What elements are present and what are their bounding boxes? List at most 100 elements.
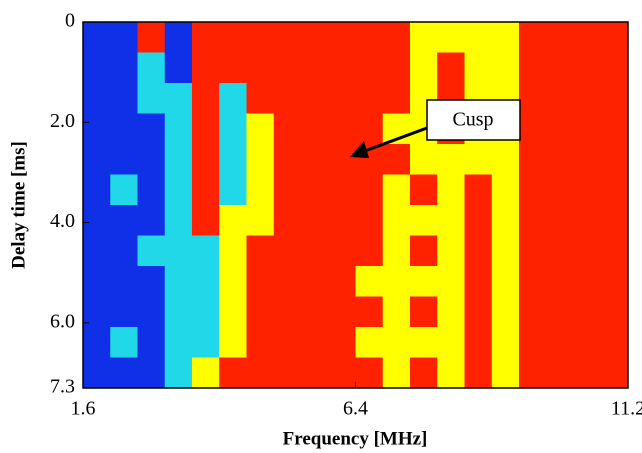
heatmap-cell xyxy=(273,22,302,53)
heatmap-cell xyxy=(246,266,275,297)
heatmap-cell xyxy=(382,327,411,358)
heatmap-cell xyxy=(491,357,520,389)
heatmap-cell xyxy=(192,113,220,145)
heatmap-cell xyxy=(410,205,438,236)
heatmap-cell xyxy=(246,174,275,206)
heatmap-cell xyxy=(464,327,493,358)
heatmap-cell xyxy=(437,174,465,206)
heatmap-cell xyxy=(273,357,302,389)
annotation-arrowhead xyxy=(350,141,369,158)
heatmap-cell xyxy=(410,266,438,297)
heatmap-cell xyxy=(600,174,629,206)
heatmap-cell xyxy=(246,327,275,358)
heatmap-cell xyxy=(382,296,411,328)
heatmap-cell xyxy=(573,235,602,267)
heatmap-cell xyxy=(83,144,111,175)
heatmap-cell xyxy=(546,52,574,84)
heatmap-cell xyxy=(301,22,329,53)
heatmap-cell xyxy=(519,235,547,267)
heatmap-cell xyxy=(328,235,356,267)
heatmap-cell xyxy=(600,266,629,297)
heatmap-cell xyxy=(192,144,220,175)
heatmap-cell xyxy=(437,144,465,175)
heatmap-cell xyxy=(519,22,547,53)
heatmap-cell xyxy=(382,52,411,84)
heatmap-cell xyxy=(464,266,493,297)
heatmap-cell xyxy=(110,327,138,358)
x-tick-label: 6.4 xyxy=(343,398,368,420)
heatmap-cell xyxy=(573,327,602,358)
heatmap-cell xyxy=(301,327,329,358)
heatmap-cell xyxy=(110,235,138,267)
heatmap-cell xyxy=(301,83,329,114)
heatmap-cell xyxy=(192,266,220,297)
heatmap-cell xyxy=(192,174,220,206)
heatmap-cell xyxy=(301,52,329,84)
heatmap-cell xyxy=(110,144,138,175)
heatmap-cell xyxy=(546,83,574,114)
heatmap-cell xyxy=(83,266,111,297)
heatmap-cell xyxy=(192,22,220,53)
heatmap-cell xyxy=(464,296,493,328)
heatmap-cell xyxy=(519,52,547,84)
heatmap-cell xyxy=(164,52,193,84)
heatmap-cell xyxy=(137,266,166,297)
heatmap-cell xyxy=(600,327,629,358)
ticks: 0 2.0 4.0 6.0 7.31.6 6.4 11.2 xyxy=(50,10,642,420)
annotation-box xyxy=(426,99,521,141)
y-tick-label: 6.0 xyxy=(50,310,75,332)
heatmap-cell xyxy=(546,327,574,358)
heatmap-cell xyxy=(491,266,520,297)
heatmap-cell xyxy=(464,144,493,175)
heatmap-cell xyxy=(301,174,329,206)
heatmap-cell xyxy=(137,83,166,114)
heatmap-cell xyxy=(110,266,138,297)
heatmap-cell xyxy=(410,357,438,389)
heatmap-cell xyxy=(519,174,547,206)
heatmap-cell xyxy=(355,174,384,206)
heatmap-cell xyxy=(192,205,220,236)
heatmap-cell xyxy=(464,357,493,389)
heatmap-cell xyxy=(328,174,356,206)
heatmap-cell xyxy=(382,235,411,267)
heatmap-cell xyxy=(355,235,384,267)
heatmap-cell xyxy=(246,144,275,175)
heatmap-cell xyxy=(546,266,574,297)
heatmap-cell xyxy=(246,205,275,236)
heatmap-cell xyxy=(519,327,547,358)
heatmap-cell xyxy=(273,296,302,328)
heatmap-cell xyxy=(600,235,629,267)
heatmap-cell xyxy=(219,52,247,84)
heatmap-cell xyxy=(164,235,193,267)
x-tick-label: 1.6 xyxy=(71,398,96,420)
heatmap-cell xyxy=(328,205,356,236)
heatmap-cell xyxy=(491,22,520,53)
heatmap-cell xyxy=(164,357,193,389)
heatmap-cell xyxy=(164,22,193,53)
heatmap-cell xyxy=(546,205,574,236)
heatmap-cell xyxy=(246,83,275,114)
heatmap-cell xyxy=(573,205,602,236)
heatmap-cell xyxy=(137,22,166,53)
heatmap-cell xyxy=(219,174,247,206)
heatmap-cell xyxy=(355,52,384,84)
heatmap-cell xyxy=(464,174,493,206)
heatmap-cells xyxy=(83,22,629,389)
heatmap-cell xyxy=(437,296,465,328)
heatmap-cell xyxy=(600,205,629,236)
heatmap-cell xyxy=(273,144,302,175)
heatmap-cell xyxy=(110,357,138,389)
heatmap-cell xyxy=(328,357,356,389)
heatmap-cell xyxy=(519,266,547,297)
heatmap-cell xyxy=(273,266,302,297)
heatmap-cell xyxy=(491,327,520,358)
heatmap-cell xyxy=(83,113,111,145)
heatmap-cell xyxy=(273,83,302,114)
heatmap-cell xyxy=(546,174,574,206)
heatmap-cell xyxy=(110,83,138,114)
heatmap-cell xyxy=(464,205,493,236)
heatmap-cell xyxy=(437,235,465,267)
heatmap-cell xyxy=(246,235,275,267)
heatmap-cell xyxy=(600,52,629,84)
